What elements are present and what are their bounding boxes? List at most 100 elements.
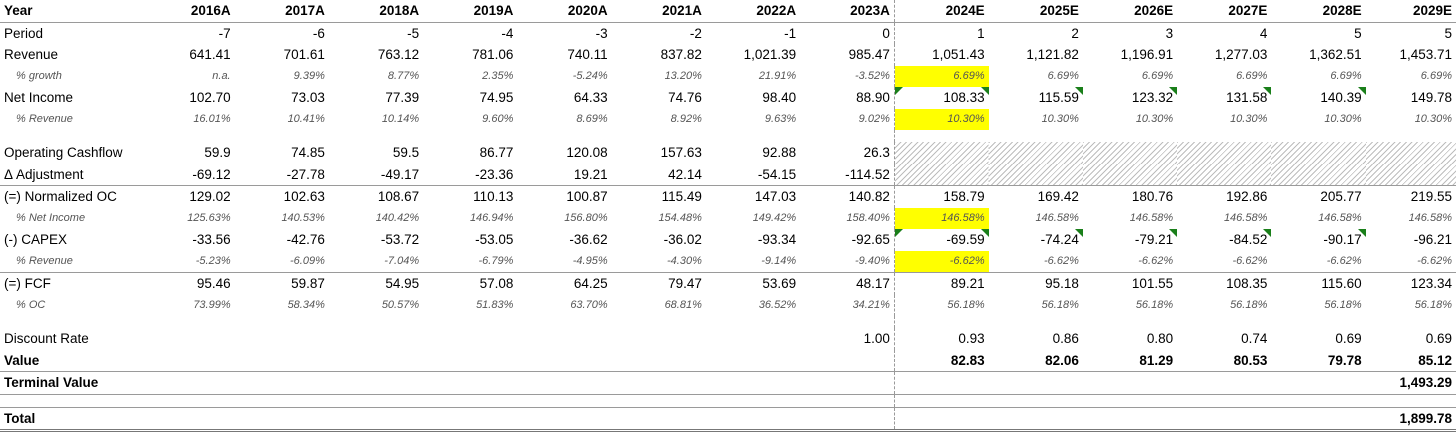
empty-cell[interactable] [140, 316, 234, 328]
column-header[interactable]: 2025E [988, 0, 1083, 23]
cell-net-income[interactable]: 77.39 [385, 90, 420, 105]
cell-capex[interactable]: -90.17 [1271, 229, 1366, 251]
cell-oc-ni[interactable]: 146.58% [894, 207, 989, 229]
cell-net-income[interactable]: 131.58 [1177, 87, 1272, 109]
cell-adjustment[interactable] [1082, 163, 1178, 186]
empty-cell[interactable] [612, 394, 706, 407]
cell-ni-rev[interactable]: 10.30% [1324, 112, 1362, 125]
cell-value[interactable] [705, 349, 801, 372]
empty-cell[interactable] [235, 316, 329, 328]
cell-value[interactable] [140, 349, 235, 372]
cell-terminal[interactable] [328, 371, 424, 395]
cell-growth[interactable]: n.a. [212, 69, 231, 82]
cell-value[interactable] [328, 349, 424, 372]
cell-ocf[interactable] [1177, 142, 1272, 164]
cell-fcf-oc[interactable]: 56.18% [1414, 298, 1452, 311]
cell-fcf[interactable]: 115.60 [1271, 272, 1366, 295]
row-label-revenue[interactable]: Revenue [4, 47, 59, 62]
empty-cell[interactable] [894, 316, 988, 328]
cell-ni-rev[interactable]: 10.30% [1414, 112, 1452, 125]
cell-discount[interactable] [423, 328, 517, 350]
cell-oc-ni[interactable]: 146.58% [1408, 211, 1452, 224]
empty-cell[interactable] [0, 130, 140, 142]
cell-capex[interactable]: -53.72 [380, 232, 420, 247]
column-header[interactable]: 2027E [1177, 0, 1272, 23]
empty-cell[interactable] [706, 316, 800, 328]
column-header[interactable]: 2026E [1082, 0, 1178, 23]
cell-norm-oc[interactable]: 102.63 [234, 185, 329, 208]
empty-cell[interactable] [1366, 394, 1456, 407]
cell-norm-oc[interactable]: 219.55 [1365, 185, 1456, 208]
cell-discount[interactable]: 0.93 [958, 331, 985, 346]
cell-growth[interactable]: 6.69% [1047, 69, 1079, 82]
cell-norm-oc[interactable]: 158.79 [894, 185, 989, 208]
cell-capex-rev[interactable]: -6.62% [1232, 254, 1268, 267]
cell-terminal[interactable] [234, 371, 329, 395]
row-label-fcf[interactable]: (=) FCF [0, 272, 141, 295]
cell-capex[interactable]: -53.05 [475, 232, 514, 247]
cell-adjustment[interactable]: -49.17 [380, 166, 420, 182]
cell-capex-rev[interactable]: -4.30% [667, 254, 702, 267]
cell-revenue[interactable]: 763.12 [377, 47, 420, 62]
cell-discount[interactable]: 1.00 [800, 328, 895, 350]
cell-oc-ni[interactable]: 140.42% [375, 211, 420, 224]
cell-period[interactable]: 4 [1259, 25, 1268, 41]
comment-indicator-icon[interactable] [894, 87, 903, 95]
cell-capex[interactable]: -36.62 [569, 232, 608, 247]
cell-value[interactable] [611, 349, 706, 372]
cell-fcf[interactable]: 59.87 [234, 272, 329, 295]
cell-discount[interactable]: 0.86 [1052, 331, 1079, 346]
empty-cell[interactable] [706, 130, 800, 142]
empty-cell[interactable] [140, 130, 234, 142]
cell-revenue[interactable]: 740.11 [567, 47, 608, 62]
cell-oc-ni[interactable]: 146.94% [469, 211, 514, 224]
empty-cell[interactable] [1271, 316, 1365, 328]
empty-cell[interactable] [329, 316, 423, 328]
cell-fcf-oc[interactable]: 56.18% [1230, 298, 1268, 311]
cell-ni-rev[interactable]: 16.01% [193, 112, 231, 125]
cell-total[interactable] [328, 406, 424, 432]
column-header[interactable]: 2016A [140, 0, 235, 23]
cell-fcf[interactable]: 108.35 [1177, 272, 1272, 295]
cell-oc-ni[interactable]: 154.48% [658, 211, 702, 224]
cell-revenue[interactable]: 1,051.43 [932, 47, 985, 62]
row-label-capex-rev[interactable]: % Revenue [16, 254, 73, 267]
cell-total[interactable] [988, 406, 1083, 432]
cell-total[interactable] [894, 406, 989, 432]
comment-indicator-icon[interactable] [1263, 229, 1272, 237]
cell-adjustment[interactable]: -23.36 [475, 166, 514, 182]
column-header[interactable]: 2023A [800, 0, 895, 23]
column-header[interactable]: 2024E [894, 0, 989, 23]
cell-net-income[interactable]: 102.70 [189, 90, 231, 105]
cell-total[interactable] [1082, 406, 1178, 432]
row-label-fcf-oc[interactable]: % OC [16, 298, 46, 311]
cell-period[interactable]: 5 [1444, 25, 1452, 41]
empty-cell[interactable] [423, 130, 517, 142]
cell-ni-rev[interactable]: 10.30% [1135, 112, 1174, 125]
comment-indicator-icon[interactable] [1357, 87, 1366, 95]
empty-cell[interactable] [1366, 130, 1456, 142]
cell-capex[interactable]: -33.56 [192, 232, 231, 247]
empty-cell[interactable] [0, 316, 140, 328]
empty-cell[interactable] [989, 316, 1083, 328]
cell-revenue[interactable]: 837.82 [660, 47, 702, 62]
cell-fcf[interactable]: 89.21 [894, 272, 989, 295]
cell-adjustment[interactable]: -54.15 [757, 166, 797, 182]
cell-growth[interactable]: 6.69% [894, 65, 989, 87]
cell-norm-oc[interactable]: 100.87 [517, 185, 612, 208]
cell-capex-rev[interactable]: -6.79% [478, 254, 514, 267]
cell-ni-rev[interactable]: 10.41% [287, 112, 325, 125]
cell-capex-rev[interactable]: -7.04% [384, 254, 420, 267]
cell-capex-rev[interactable]: -6.62% [894, 250, 989, 273]
empty-cell[interactable] [1177, 130, 1271, 142]
cell-ni-rev[interactable]: 9.02% [800, 108, 895, 130]
cell-ni-rev[interactable]: 10.30% [1041, 112, 1079, 125]
cell-ni-rev[interactable]: 10.14% [381, 112, 420, 125]
cell-adjustment[interactable] [894, 163, 989, 186]
cell-terminal[interactable] [894, 371, 989, 395]
cell-revenue[interactable]: 1,277.03 [1214, 47, 1268, 62]
column-header[interactable]: 2028E [1271, 0, 1366, 23]
cell-ocf[interactable]: 86.77 [479, 145, 514, 160]
cell-oc-ni[interactable]: 146.58% [1129, 211, 1174, 224]
cell-terminal[interactable]: 1,493.29 [1365, 371, 1456, 395]
